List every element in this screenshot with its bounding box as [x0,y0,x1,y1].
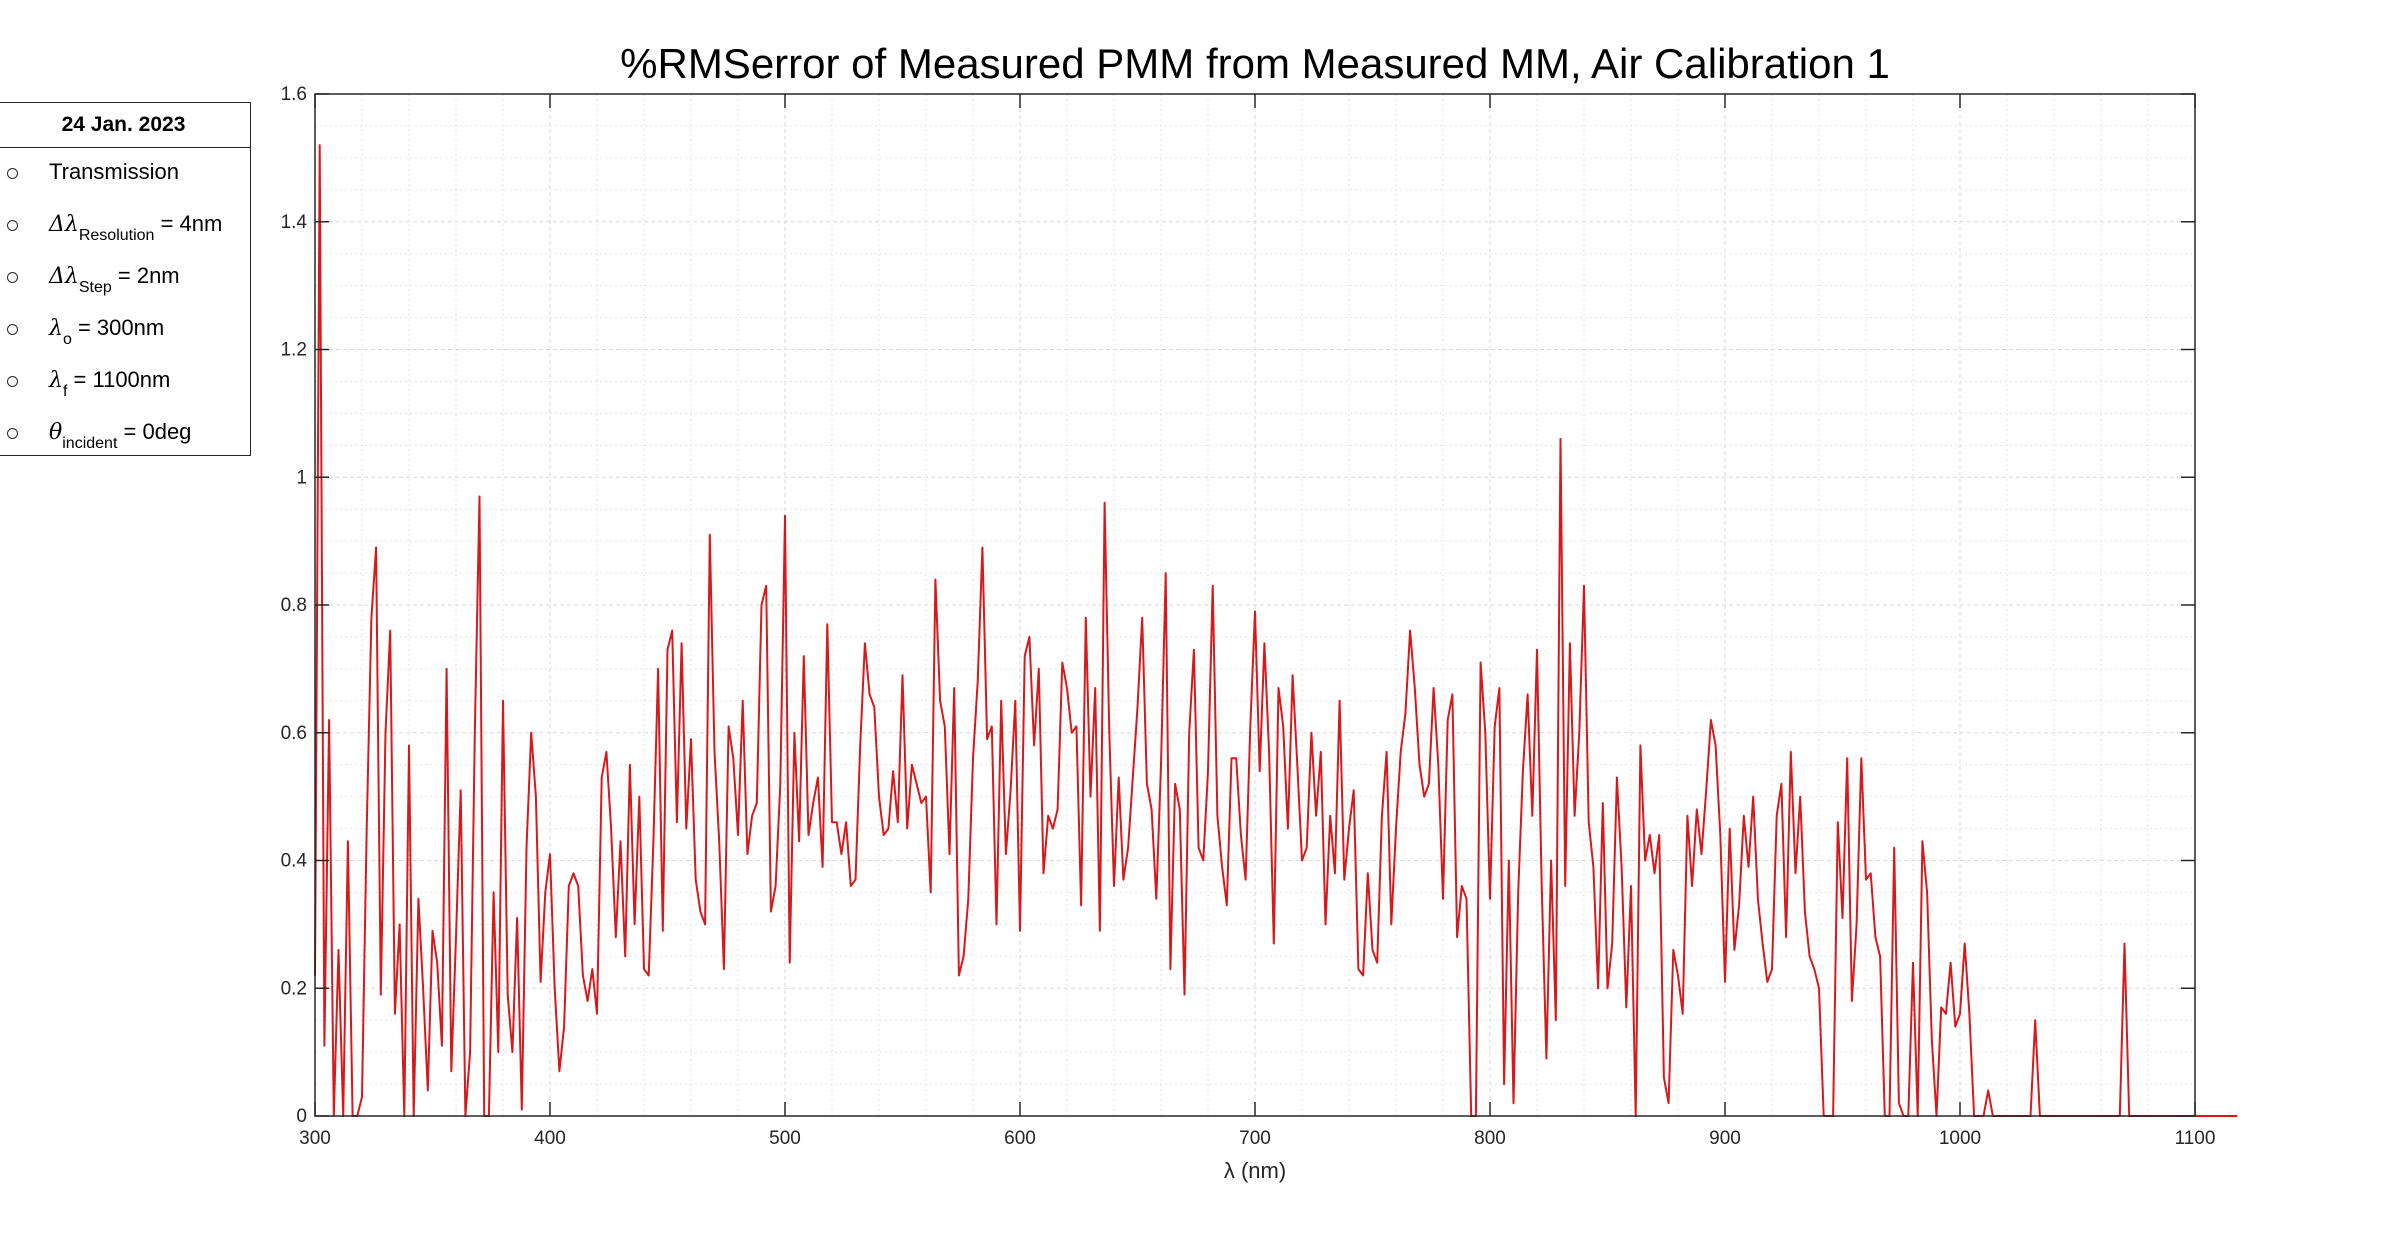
data-line [314,144,2238,1117]
y-tick-label: 0.8 [281,595,307,616]
legend-entry: ΔλStep = 2nm [0,259,250,299]
x-tick-label: 700 [1239,1128,1271,1149]
x-tick-label: 400 [534,1128,566,1149]
legend: 24 Jan. 2023 Transmission ΔλResolution = … [0,102,251,456]
x-tick-label: 900 [1709,1128,1741,1149]
legend-marker-circle-icon [7,220,18,231]
legend-entry-label: ΔλResolution = 4nm [49,211,223,244]
x-axis-label: λ (nm) [1224,1158,1286,1183]
y-tick-label: 0.2 [281,978,307,999]
x-tick-label: 500 [769,1128,801,1149]
x-tick-label: 600 [1004,1128,1036,1149]
legend-marker-circle-icon [7,428,18,439]
legend-entry: Transmission [0,155,250,195]
legend-entry-label: θincident = 0deg [49,419,192,452]
x-tick-label: 800 [1474,1128,1506,1149]
legend-title: 24 Jan. 2023 [0,103,250,148]
x-tick-label: 1100 [2175,1128,2216,1149]
legend-entry: θincident = 0deg [0,415,250,455]
x-tick-label: 1000 [1939,1128,1981,1149]
legend-marker-circle-icon [7,168,18,179]
y-tick-label: 1 [296,467,307,488]
legend-entry-label: Transmission [49,159,179,184]
legend-marker-circle-icon [7,324,18,335]
legend-entry: λo = 300nm [0,311,250,351]
y-tick-label: 0.4 [281,851,308,872]
grid-lines [314,93,2196,1117]
chart-title: %RMSerror of Measured PMM from Measured … [620,40,1890,87]
x-tick-label: 300 [299,1128,331,1149]
y-tick-label: 0 [296,1106,307,1127]
y-tick-label: 1.2 [281,340,307,361]
y-tick-label: 1.4 [281,212,308,233]
legend-entry-label: λo = 300nm [49,315,165,348]
legend-entry: λf = 1100nm [0,363,250,403]
axis-ticks: 300 400 500 600 700 800 900 1000 1100 0 0.2 0.4 0.6 0… [281,84,2216,1149]
legend-marker-circle-icon [7,376,18,387]
legend-entry: ΔλResolution = 4nm [0,207,250,247]
legend-marker-circle-icon [7,272,18,283]
legend-entry-label: λf = 1100nm [49,367,171,400]
rms-error-series-line [314,144,2238,1117]
legend-entry-label: ΔλStep = 2nm [49,263,180,296]
y-tick-label: 0.6 [281,723,307,744]
y-tick-label: 1.6 [281,84,307,105]
